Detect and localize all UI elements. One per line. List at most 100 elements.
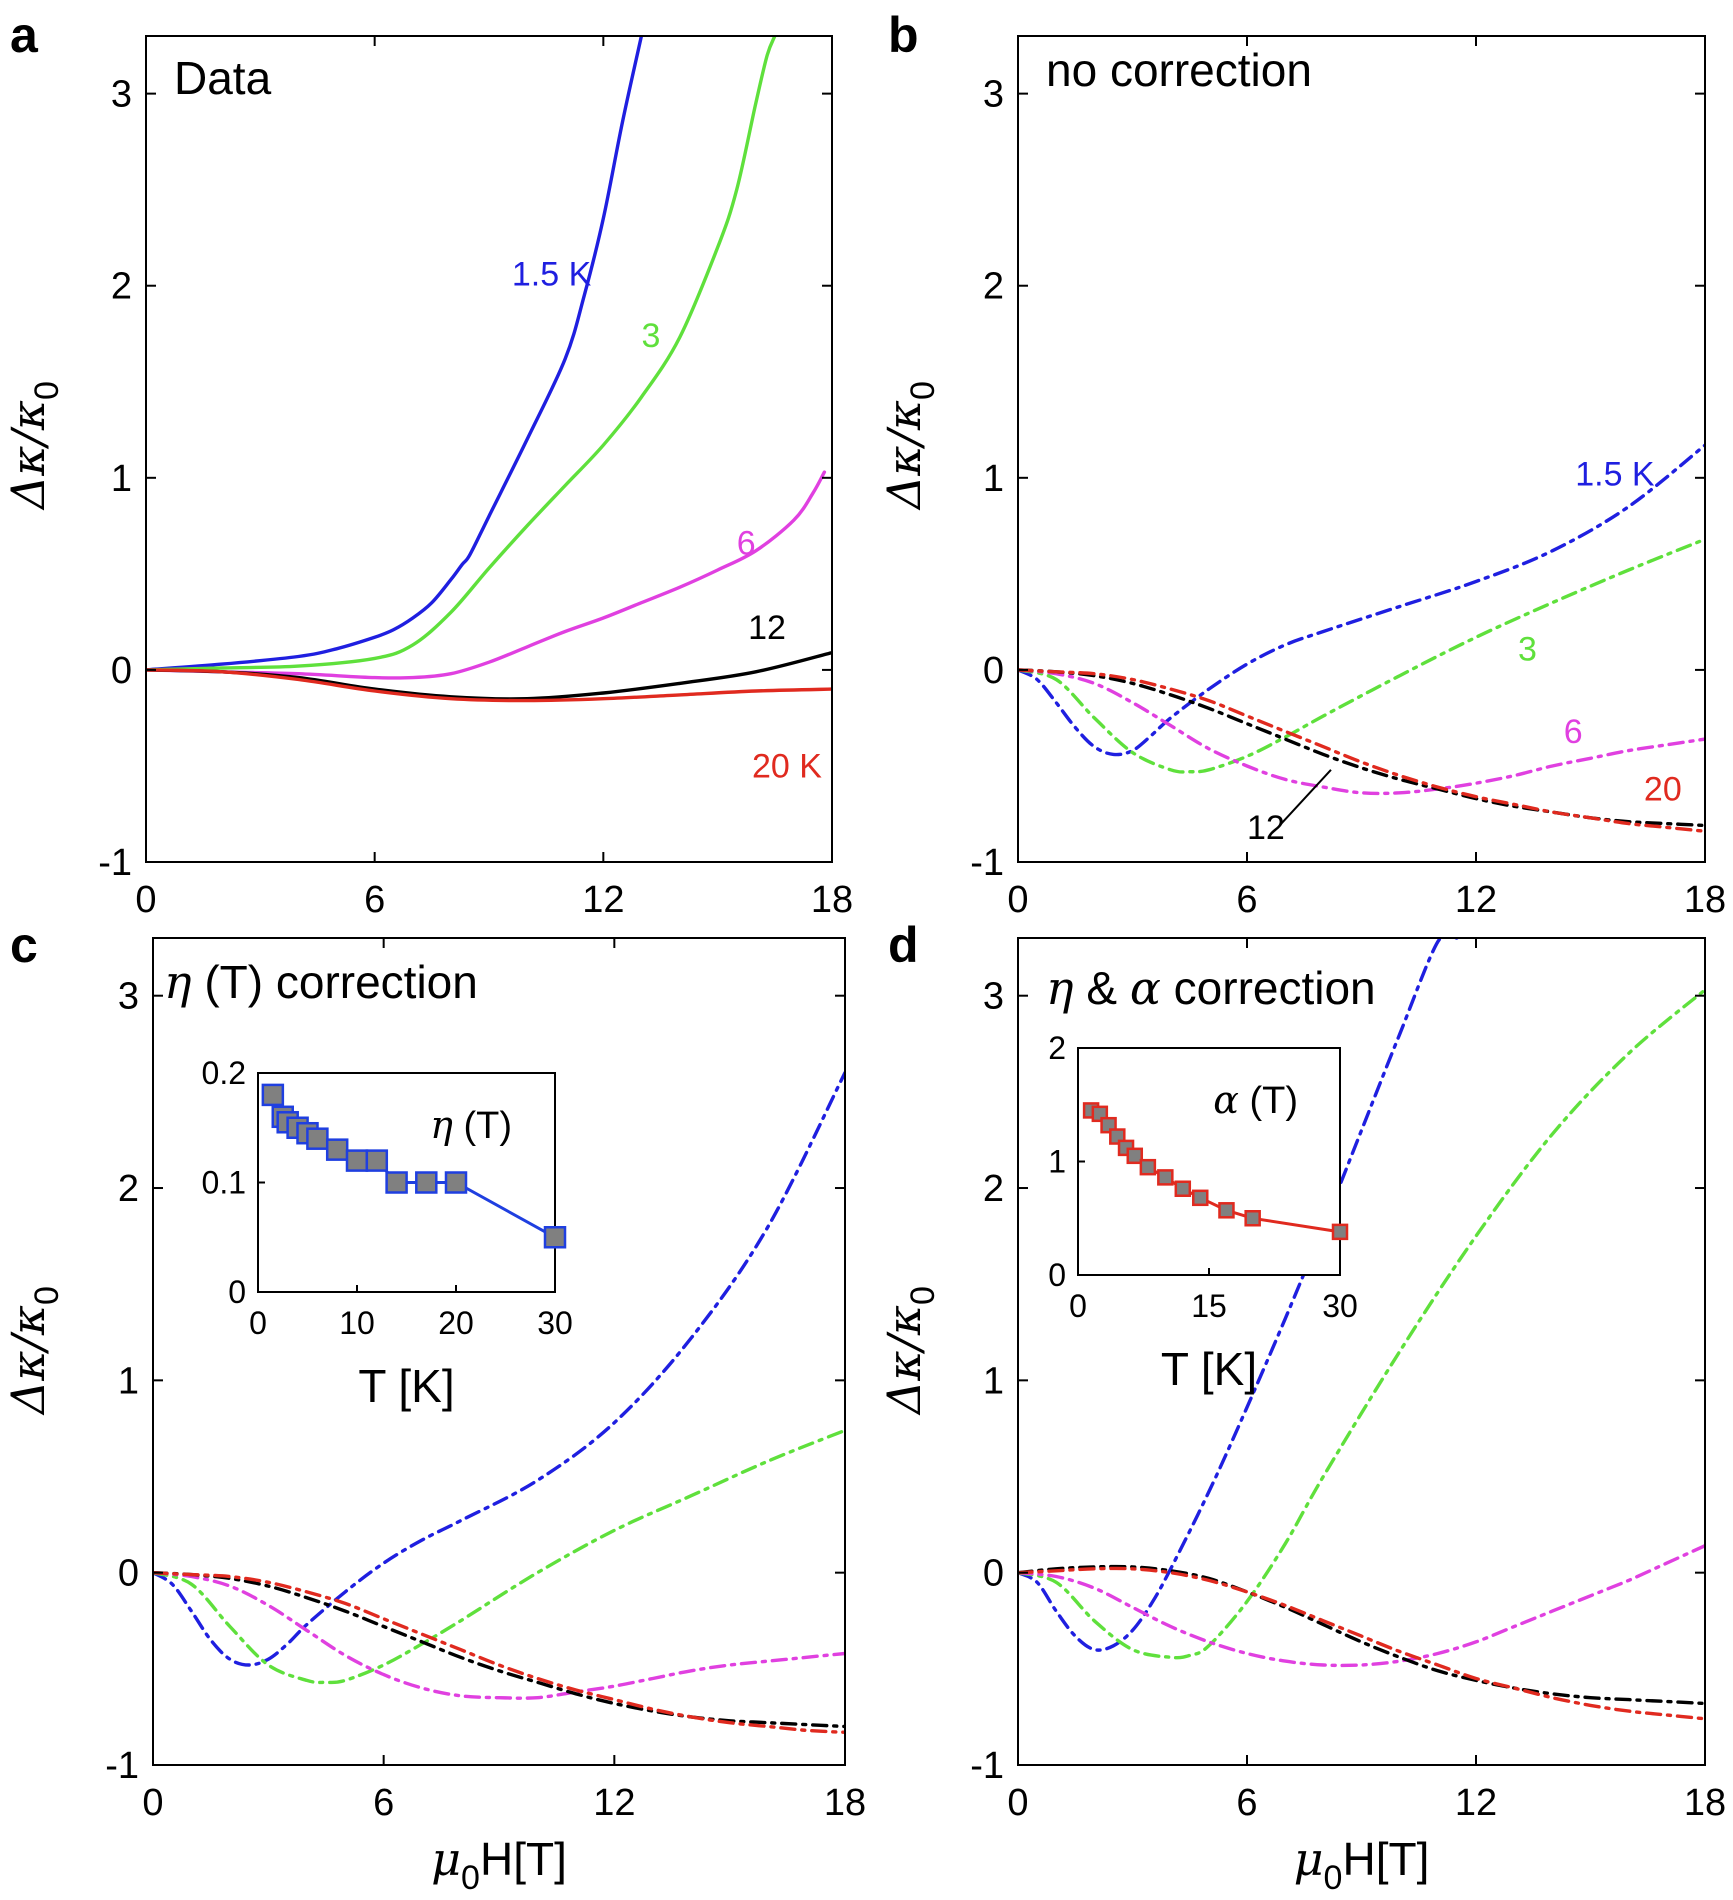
y-tick-label: 2 — [983, 1168, 1004, 1210]
inset-marker — [345, 1149, 369, 1172]
series-group — [1018, 938, 1705, 1721]
inset-x-axis-label: T [K] — [358, 1360, 454, 1412]
inset-x-tick-label: 30 — [537, 1305, 573, 1341]
x-tick-label: 12 — [1455, 879, 1497, 921]
series-group — [153, 1070, 845, 1734]
inset-marker — [1174, 1180, 1192, 1197]
inset-y-tick-label: 0 — [1048, 1257, 1066, 1293]
x-tick-label: 12 — [1455, 1782, 1497, 1824]
x-tick-label: 18 — [824, 1782, 866, 1824]
panel-title: no correction — [1046, 44, 1312, 96]
inset-x-tick-label: 15 — [1191, 1288, 1227, 1324]
y-tick-label: 0 — [111, 650, 132, 692]
inset-x-tick-label: 10 — [339, 1305, 375, 1341]
series-annotation: 3 — [641, 317, 660, 355]
y-tick-label: 3 — [118, 976, 139, 1018]
x-tick-label: 18 — [1684, 1782, 1726, 1824]
inset-marker — [261, 1083, 285, 1107]
series-line-6 — [146, 470, 827, 680]
series-line-1.5k — [153, 1070, 845, 1667]
inset-marker — [1126, 1147, 1144, 1165]
series-line-12 — [153, 1571, 845, 1729]
y-tick-label: -1 — [98, 842, 132, 884]
series-line-12 — [1018, 668, 1705, 828]
y-tick-label: -1 — [970, 842, 1004, 884]
series-line-20 — [1018, 668, 1705, 833]
series-line-1.5k — [1018, 938, 1459, 1652]
inset-title: α (T) — [1213, 1078, 1298, 1122]
inset-x-tick-label: 0 — [249, 1305, 267, 1341]
series-line-6 — [1018, 1544, 1705, 1668]
series-line-20 — [153, 1571, 845, 1734]
x-tick-label: 6 — [1236, 1782, 1257, 1824]
y-tick-label: 1 — [118, 1360, 139, 1402]
panel-title: η (T) correction — [164, 955, 478, 1009]
x-tick-label: 6 — [1236, 879, 1257, 921]
y-tick-label: -1 — [970, 1745, 1004, 1787]
inset-marker — [365, 1149, 389, 1172]
inset-chart: 0 10 20 30 0 0.1 0.2 T [K] η (T) — [202, 1055, 573, 1412]
x-tick-label: 0 — [1007, 879, 1028, 921]
inset-marker — [1244, 1210, 1261, 1227]
y-tick-label: 2 — [111, 266, 132, 308]
inset-marker — [444, 1171, 468, 1194]
y-tick-label: -1 — [105, 1745, 139, 1787]
x-tick-label: 12 — [582, 879, 624, 921]
inset-marker — [306, 1127, 329, 1150]
panel-label: a — [10, 7, 39, 63]
y-tick-label: 3 — [983, 976, 1004, 1018]
series-group — [146, 36, 832, 703]
series-annotation: 6 — [1564, 713, 1583, 751]
x-axis-label: μ0H[T] — [431, 1832, 567, 1897]
inset-title: η (T) — [430, 1103, 512, 1147]
inset-marker — [1139, 1158, 1157, 1176]
y-axis-label: Δκ/κ0 — [877, 381, 942, 511]
series-annotation: 1.5 K — [1575, 455, 1655, 493]
x-tick-label: 18 — [811, 879, 853, 921]
y-tick-label: 0 — [983, 1553, 1004, 1595]
inset-marker — [1218, 1202, 1235, 1219]
y-axis-label: Δκ/κ0 — [1, 1286, 66, 1416]
inset-marker — [1331, 1223, 1349, 1241]
inset-x-tick-label: 0 — [1069, 1288, 1087, 1324]
inset-y-tick-label: 0.1 — [202, 1165, 246, 1201]
inset-frame — [1077, 1047, 1341, 1276]
inset-chart: 0 15 30 0 1 2 T [K] α (T) — [1048, 1030, 1358, 1395]
inset-marker — [1192, 1189, 1209, 1207]
series-annotation: 20 — [1644, 771, 1682, 809]
inset-y-tick-label: 1 — [1048, 1144, 1066, 1180]
series-line-3 — [146, 36, 777, 672]
series-annotation: 1.5 K — [512, 256, 592, 294]
series-annotation: 3 — [1518, 630, 1537, 668]
series-line-1.5k — [1018, 443, 1705, 757]
y-tick-label: 2 — [118, 1168, 139, 1210]
series-line-6 — [1018, 668, 1705, 796]
series-line-3 — [1018, 988, 1705, 1660]
y-tick-label: 0 — [983, 650, 1004, 692]
series-line-3 — [1018, 537, 1705, 774]
inset-x-tick-label: 30 — [1322, 1288, 1358, 1324]
series-annotation: 12 — [748, 609, 786, 647]
y-tick-label: 0 — [118, 1553, 139, 1595]
series-line-3 — [153, 1428, 845, 1685]
inset-marker — [415, 1171, 438, 1194]
series-annotation: 20 K — [752, 747, 822, 785]
panel-label: c — [10, 917, 38, 973]
series-line-1.5k — [146, 36, 644, 672]
series-line-20k — [146, 668, 832, 703]
y-tick-label: 2 — [983, 266, 1004, 308]
x-tick-label: 0 — [1007, 1782, 1028, 1824]
x-axis-label: μ0H[T] — [1294, 1832, 1430, 1897]
series-line-12 — [1018, 1564, 1705, 1706]
inset-x-axis-label: T [K] — [1161, 1343, 1257, 1395]
plot-frame — [1017, 937, 1706, 1766]
series-group — [1018, 443, 1705, 833]
plot-frame — [152, 937, 846, 1766]
x-tick-label: 12 — [593, 1782, 635, 1824]
y-axis-label: Δκ/κ0 — [877, 1286, 942, 1416]
